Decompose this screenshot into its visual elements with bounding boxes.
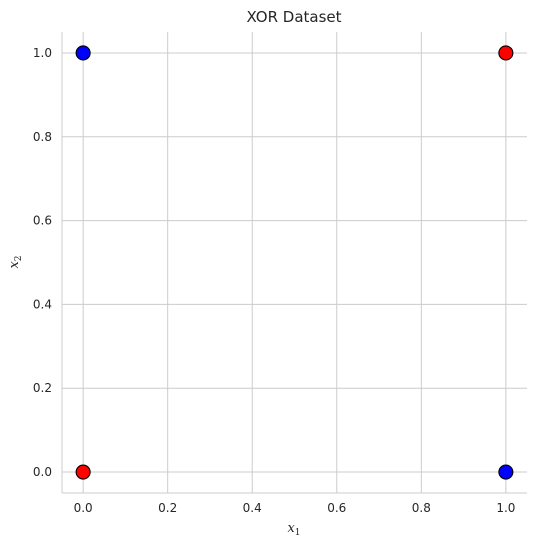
spines — [61, 32, 527, 494]
x-axis-label-subscript: 1 — [295, 528, 301, 538]
y-axis-label-base: x — [7, 261, 22, 269]
x-tick-label-0: 0.0 — [74, 501, 93, 515]
x-tick-label-3: 0.6 — [327, 501, 346, 515]
y-tick-label-3: 0.6 — [33, 214, 52, 228]
x-axis-label: x1 — [287, 521, 300, 538]
x-tick-label-5: 1.0 — [496, 501, 515, 515]
data-points — [75, 45, 514, 480]
data-point-0 — [75, 464, 91, 480]
y-axis-label-subscript: 2 — [14, 255, 24, 261]
x-tick-label-2: 0.4 — [243, 501, 262, 515]
tick-labels: 0.0 0.2 0.4 0.6 0.8 1.0 0.0 0.2 0.4 0.6 0.8 1.0 — [33, 46, 516, 515]
y-axis-label: x2 — [7, 255, 24, 268]
y-tick-label-1: 0.2 — [33, 381, 52, 395]
data-point-1 — [75, 45, 91, 61]
x-axis-label-base: x — [287, 521, 295, 536]
y-tick-label-0: 0.0 — [33, 465, 52, 479]
y-tick-label-2: 0.4 — [33, 297, 52, 311]
data-point-3 — [498, 45, 514, 61]
chart-title: XOR Dataset — [246, 8, 341, 26]
x-tick-label-4: 0.8 — [412, 501, 431, 515]
data-point-2 — [498, 464, 514, 480]
y-tick-label-5: 1.0 — [33, 46, 52, 60]
y-tick-label-4: 0.8 — [33, 130, 52, 144]
grid — [62, 32, 527, 493]
x-tick-label-1: 0.2 — [158, 501, 177, 515]
